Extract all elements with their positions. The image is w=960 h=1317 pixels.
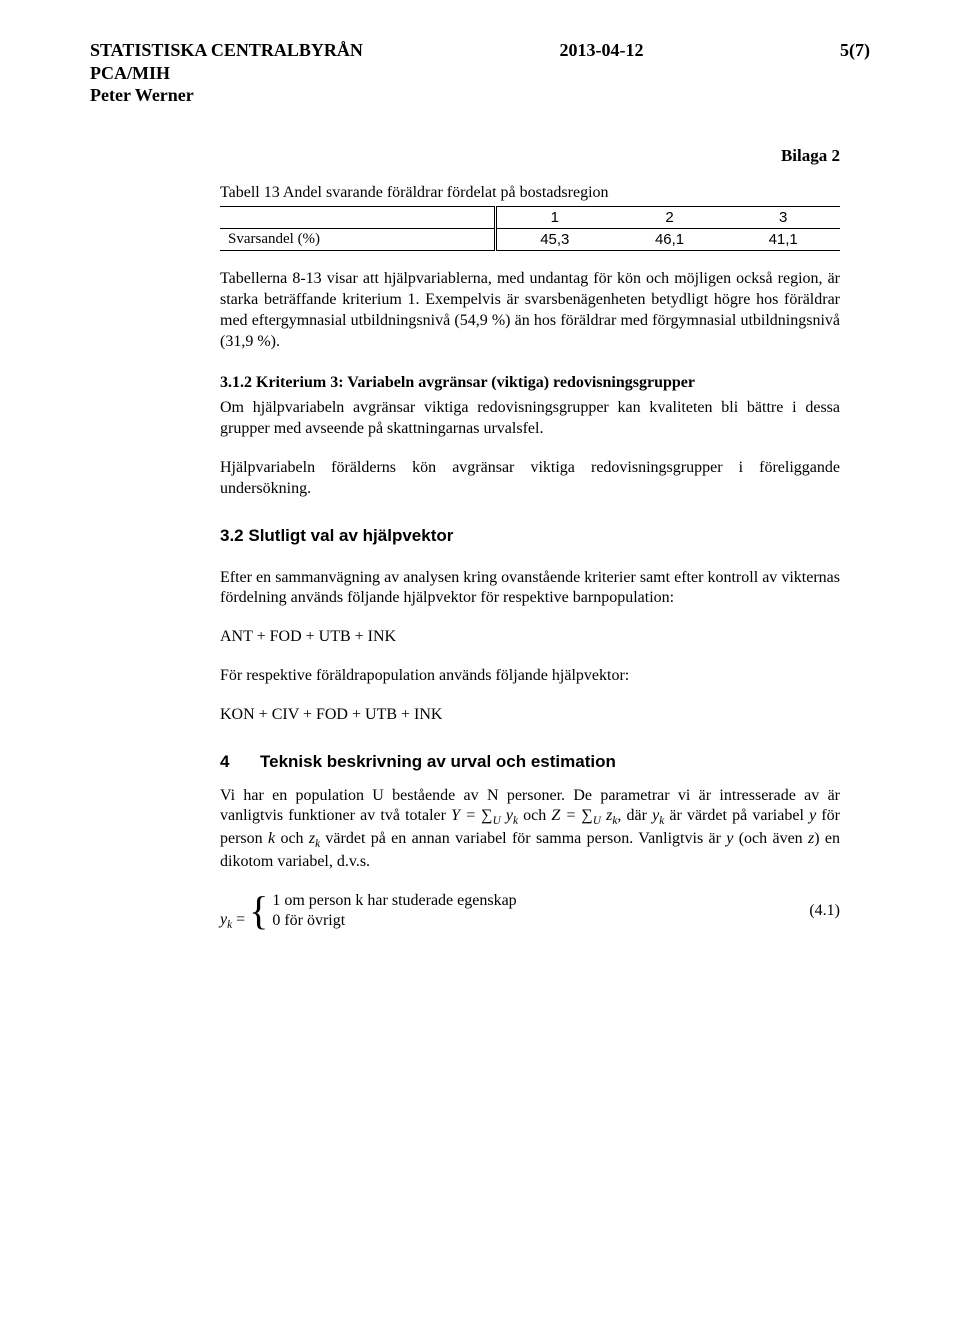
- p6-h: (och även: [733, 830, 808, 847]
- left-brace-icon: {: [249, 891, 268, 931]
- paragraph-2: Om hjälpvariabeln avgränsar viktiga redo…: [220, 398, 840, 440]
- eq41-case2: 0 för övrigt: [272, 912, 345, 929]
- paragraph-1: Tabellerna 8-13 visar att hjälpvariabler…: [220, 269, 840, 352]
- table13-header-row: 1 2 3: [220, 207, 840, 229]
- eq-yk: yk: [652, 807, 664, 824]
- p6-c: , där: [617, 807, 652, 824]
- table13-col1: 1: [495, 207, 612, 229]
- formula-2: KON + CIV + FOD + UTB + INK: [220, 705, 840, 726]
- p6-f: och: [275, 830, 309, 847]
- paragraph-3: Hjälpvariabeln förälderns kön avgränsar …: [220, 458, 840, 500]
- eq41-brace-wrap: { 1 om person k har studerade egenskap 0…: [249, 891, 517, 933]
- p6-d: är värdet på variabel: [664, 807, 809, 824]
- eq41-number: (4.1): [809, 902, 840, 920]
- heading-3-2: 3.2 Slutligt val av hjälpvektor: [220, 526, 840, 546]
- table13-row-label: Svarsandel (%): [220, 229, 495, 251]
- table13: 1 2 3 Svarsandel (%) 45,3 46,1 41,1: [220, 206, 840, 251]
- header-author: Peter Werner: [90, 85, 870, 107]
- paragraph-6: Vi har en population U bestående av N pe…: [220, 786, 840, 873]
- eq41-yk: yk =: [220, 911, 249, 928]
- header-page: 5(7): [840, 40, 870, 61]
- heading-4-text: Teknisk beskrivning av urval och estimat…: [260, 752, 616, 771]
- table13-data-row: Svarsandel (%) 45,3 46,1 41,1: [220, 229, 840, 251]
- eq-Z: Z = ∑U zk: [551, 807, 617, 824]
- header-row: STATISTISKA CENTRALBYRÅN 2013-04-12 5(7): [90, 40, 870, 61]
- heading-4-number: 4: [220, 752, 260, 772]
- formula-1: ANT + FOD + UTB + INK: [220, 627, 840, 648]
- attachment-label: Bilaga 2: [220, 146, 840, 166]
- formula-2-text: KON + CIV + FOD + UTB + INK: [220, 706, 442, 723]
- table13-caption: Tabell 13 Andel svarande föräldrar förde…: [220, 184, 840, 202]
- paragraph-4: Efter en sammanvägning av analysen kring…: [220, 568, 840, 610]
- table13-val1: 45,3: [495, 229, 612, 251]
- content-area: Bilaga 2 Tabell 13 Andel svarande föräld…: [220, 146, 840, 932]
- paragraph-5: För respektive föräldrapopulation använd…: [220, 666, 840, 687]
- header-org: STATISTISKA CENTRALBYRÅN: [90, 40, 363, 61]
- eq41-cases: 1 om person k har studerade egenskap 0 f…: [272, 891, 516, 933]
- eq41-left: yk = { 1 om person k har studerade egens…: [220, 891, 517, 933]
- eq-zk: zk: [309, 830, 320, 847]
- eq-Y: Y = ∑U yk: [451, 807, 518, 824]
- equation-4-1: yk = { 1 om person k har studerade egens…: [220, 891, 840, 933]
- table13-col3: 3: [726, 207, 840, 229]
- table13-val3: 41,1: [726, 229, 840, 251]
- eq41-case1: 1 om person k har studerade egenskap: [272, 892, 516, 909]
- table13-col2: 2: [613, 207, 727, 229]
- header-dept: PCA/MIH: [90, 63, 870, 85]
- heading-4: 4Teknisk beskrivning av urval och estima…: [220, 752, 840, 772]
- table13-header-blank: [220, 207, 495, 229]
- heading-3-1-2: 3.1.2 Kriterium 3: Variabeln avgränsar (…: [220, 374, 840, 392]
- header-date: 2013-04-12: [559, 40, 643, 61]
- p6-b: och: [518, 807, 551, 824]
- table13-val2: 46,1: [613, 229, 727, 251]
- document-page: STATISTISKA CENTRALBYRÅN 2013-04-12 5(7)…: [0, 0, 960, 1317]
- p6-g: värdet på en annan variabel för samma pe…: [320, 830, 726, 847]
- formula-1-text: ANT + FOD + UTB + INK: [220, 628, 396, 645]
